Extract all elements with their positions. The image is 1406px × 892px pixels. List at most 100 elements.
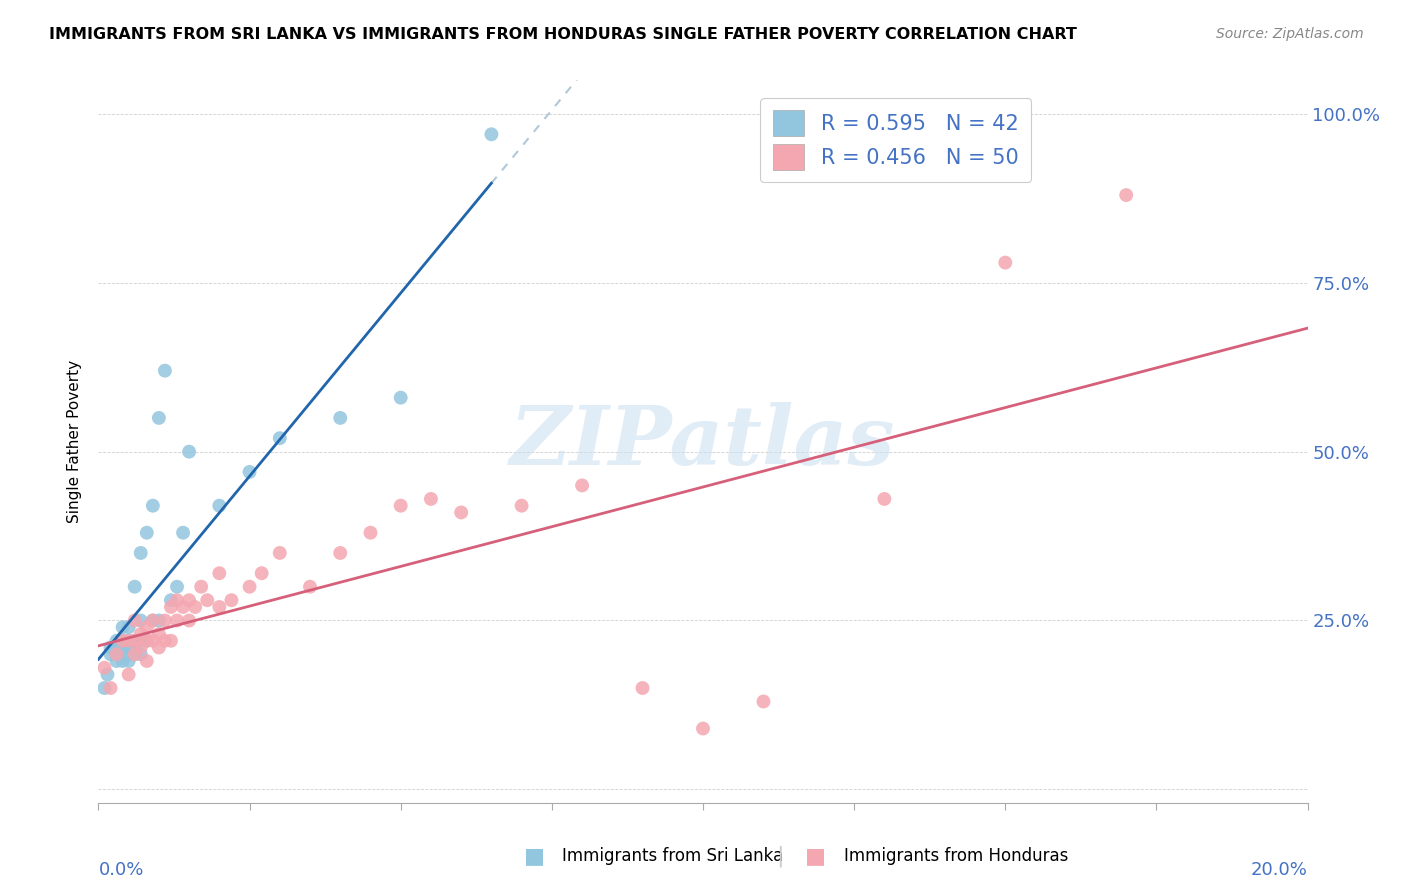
Point	[299, 580, 322, 594]
Point	[111, 633, 134, 648]
Point	[153, 614, 176, 628]
Point	[389, 499, 412, 513]
Point	[129, 546, 152, 560]
Point	[129, 614, 152, 628]
Point	[269, 431, 291, 445]
Point	[111, 640, 134, 655]
Text: ZIPatlas: ZIPatlas	[510, 401, 896, 482]
Point	[239, 465, 262, 479]
Point	[153, 633, 176, 648]
Text: ■: ■	[806, 847, 825, 866]
Point	[129, 627, 152, 641]
Point	[135, 633, 157, 648]
Point	[124, 614, 146, 628]
Point	[142, 614, 165, 628]
Point	[118, 654, 141, 668]
Point	[172, 525, 194, 540]
Point	[994, 255, 1017, 269]
Text: 20.0%: 20.0%	[1251, 861, 1308, 879]
Point	[135, 620, 157, 634]
Point	[142, 633, 165, 648]
Point	[160, 633, 183, 648]
Point	[105, 633, 128, 648]
Point	[631, 681, 654, 695]
Point	[148, 411, 170, 425]
Point	[135, 525, 157, 540]
Point	[481, 128, 503, 142]
Point	[571, 478, 593, 492]
Point	[111, 633, 134, 648]
Point	[195, 593, 218, 607]
Point	[1115, 188, 1137, 202]
Point	[124, 647, 146, 661]
Point	[105, 640, 128, 655]
Point	[118, 633, 141, 648]
Point	[100, 681, 122, 695]
Point	[329, 546, 352, 560]
Point	[250, 566, 273, 581]
Text: Immigrants from Honduras: Immigrants from Honduras	[844, 847, 1069, 865]
Point	[111, 654, 134, 668]
Point	[118, 620, 141, 634]
Point	[450, 505, 472, 519]
Point	[93, 661, 115, 675]
Text: |: |	[776, 846, 785, 867]
Point	[100, 647, 122, 661]
Point	[111, 620, 134, 634]
Point	[124, 633, 146, 648]
Point	[208, 599, 231, 614]
Text: IMMIGRANTS FROM SRI LANKA VS IMMIGRANTS FROM HONDURAS SINGLE FATHER POVERTY CORR: IMMIGRANTS FROM SRI LANKA VS IMMIGRANTS …	[49, 27, 1077, 42]
Point	[329, 411, 352, 425]
Point	[420, 491, 443, 506]
Text: Immigrants from Sri Lanka: Immigrants from Sri Lanka	[562, 847, 783, 865]
Point	[135, 633, 157, 648]
Point	[93, 681, 115, 695]
Point	[105, 647, 128, 661]
Point	[692, 722, 714, 736]
Point	[239, 580, 262, 594]
Point	[148, 627, 170, 641]
Point	[148, 640, 170, 655]
Point	[160, 599, 183, 614]
Point	[129, 640, 152, 655]
Point	[179, 593, 201, 607]
Point	[389, 391, 412, 405]
Text: Source: ZipAtlas.com: Source: ZipAtlas.com	[1216, 27, 1364, 41]
Point	[142, 499, 165, 513]
Point	[179, 444, 201, 458]
Point	[873, 491, 896, 506]
Point	[208, 566, 231, 581]
Point	[100, 640, 122, 655]
Point	[166, 593, 188, 607]
Point	[135, 654, 157, 668]
Point	[190, 580, 212, 594]
Point	[124, 580, 146, 594]
Point	[96, 667, 118, 681]
Point	[105, 647, 128, 661]
Point	[360, 525, 382, 540]
Point	[510, 499, 533, 513]
Point	[129, 633, 152, 648]
Point	[208, 499, 231, 513]
Point	[179, 614, 201, 628]
Point	[153, 364, 176, 378]
Point	[105, 654, 128, 668]
Point	[269, 546, 291, 560]
Point	[118, 647, 141, 661]
Point	[160, 593, 183, 607]
Point	[148, 614, 170, 628]
Text: ■: ■	[524, 847, 544, 866]
Point	[124, 640, 146, 655]
Point	[752, 694, 775, 708]
Point	[124, 633, 146, 648]
Point	[124, 647, 146, 661]
Point	[118, 633, 141, 648]
Point	[142, 614, 165, 628]
Point	[172, 599, 194, 614]
Point	[166, 614, 188, 628]
Point	[118, 667, 141, 681]
Point	[129, 647, 152, 661]
Text: 0.0%: 0.0%	[98, 861, 143, 879]
Point	[184, 599, 207, 614]
Point	[166, 580, 188, 594]
